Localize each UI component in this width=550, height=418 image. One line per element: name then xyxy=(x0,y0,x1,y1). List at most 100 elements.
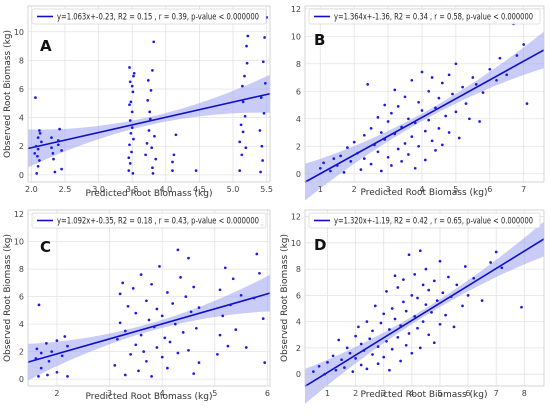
data-point xyxy=(376,150,380,154)
data-point xyxy=(447,275,450,279)
data-point xyxy=(423,158,427,162)
data-point xyxy=(173,322,177,326)
data-point xyxy=(434,149,437,152)
y-tick-label: 12 xyxy=(14,210,24,219)
data-point xyxy=(480,299,484,302)
data-point xyxy=(444,313,447,317)
data-point xyxy=(241,84,244,88)
data-point xyxy=(263,361,267,364)
data-point xyxy=(385,290,388,293)
data-point xyxy=(51,152,55,155)
data-point xyxy=(332,157,336,160)
data-point xyxy=(263,36,266,39)
data-point xyxy=(396,336,400,339)
data-point xyxy=(176,351,180,355)
data-point xyxy=(494,250,498,254)
data-point xyxy=(432,279,436,283)
data-point xyxy=(352,140,356,144)
data-point xyxy=(421,283,425,287)
y-tick-label: 4 xyxy=(296,318,301,327)
data-point xyxy=(410,135,414,138)
data-point xyxy=(461,304,464,308)
data-point xyxy=(349,160,353,163)
x-tick-label: 4 xyxy=(419,185,424,194)
data-point xyxy=(340,358,343,362)
data-point xyxy=(472,276,476,280)
legend-box xyxy=(31,212,267,229)
data-point xyxy=(118,321,122,325)
data-point xyxy=(234,328,238,331)
data-point xyxy=(331,354,335,358)
data-point xyxy=(339,154,342,158)
data-point xyxy=(407,153,410,156)
data-point xyxy=(413,166,417,170)
panel-c: 2 3 4 5 6 0 2 4 6 8 10 12 y=1.092x+-0.35, R2 = 0.18… xyxy=(3,209,271,402)
data-point xyxy=(128,119,132,122)
data-point xyxy=(432,341,436,345)
data-point xyxy=(145,142,149,145)
x-tick-label: 2.5 xyxy=(59,185,72,194)
data-point xyxy=(447,73,451,77)
legend-box xyxy=(308,212,541,229)
data-point xyxy=(259,96,263,99)
data-point xyxy=(123,329,127,333)
data-point xyxy=(129,131,133,135)
data-point xyxy=(192,372,196,375)
data-point xyxy=(455,283,459,287)
data-point xyxy=(382,312,386,316)
data-point xyxy=(368,337,372,341)
y-tick-label: 8 xyxy=(296,265,301,274)
data-point xyxy=(245,61,249,65)
data-point xyxy=(174,133,178,137)
y-tick-label: 2 xyxy=(19,348,24,357)
data-point xyxy=(258,271,261,275)
data-point xyxy=(150,282,153,286)
data-point xyxy=(150,146,154,150)
x-tick-label: 7 xyxy=(494,389,499,398)
data-point xyxy=(35,347,39,351)
data-point xyxy=(113,364,117,367)
data-point xyxy=(407,332,411,335)
data-point xyxy=(128,162,132,165)
data-point xyxy=(417,144,420,148)
data-point xyxy=(393,88,397,92)
data-point xyxy=(241,100,245,104)
data-point xyxy=(430,76,434,79)
y-tick-label: 2 xyxy=(296,142,301,151)
data-point xyxy=(478,120,481,123)
data-point xyxy=(379,169,383,173)
y-tick-label: 10 xyxy=(291,239,301,248)
data-point xyxy=(134,311,138,315)
x-tick-label: 2 xyxy=(352,185,357,194)
data-point xyxy=(466,294,470,297)
y-tick-label: 12 xyxy=(291,213,301,222)
data-point xyxy=(39,366,43,370)
data-point xyxy=(263,81,267,85)
data-point xyxy=(427,288,431,292)
data-point xyxy=(376,116,380,119)
data-point xyxy=(435,299,439,302)
data-point xyxy=(488,67,492,71)
data-point xyxy=(151,69,154,72)
data-point xyxy=(393,132,397,136)
x-tick-label: 5.0 xyxy=(227,185,240,194)
data-point xyxy=(474,83,478,86)
data-point xyxy=(171,160,174,164)
data-point xyxy=(342,171,346,174)
data-point xyxy=(132,74,135,78)
data-point xyxy=(160,314,164,318)
data-point xyxy=(155,307,159,311)
data-point xyxy=(145,359,148,363)
data-point xyxy=(437,127,441,130)
data-point xyxy=(440,143,444,147)
data-point xyxy=(376,345,380,348)
data-point xyxy=(231,277,235,281)
data-point xyxy=(438,259,442,263)
x-tick-label: 6 xyxy=(466,389,471,398)
x-tick-label: 5 xyxy=(212,389,217,398)
y-tick-label: 10 xyxy=(291,32,301,41)
data-point xyxy=(179,276,182,279)
data-point xyxy=(471,76,475,79)
data-point xyxy=(373,143,376,147)
x-tick-label: 3.5 xyxy=(126,185,139,194)
